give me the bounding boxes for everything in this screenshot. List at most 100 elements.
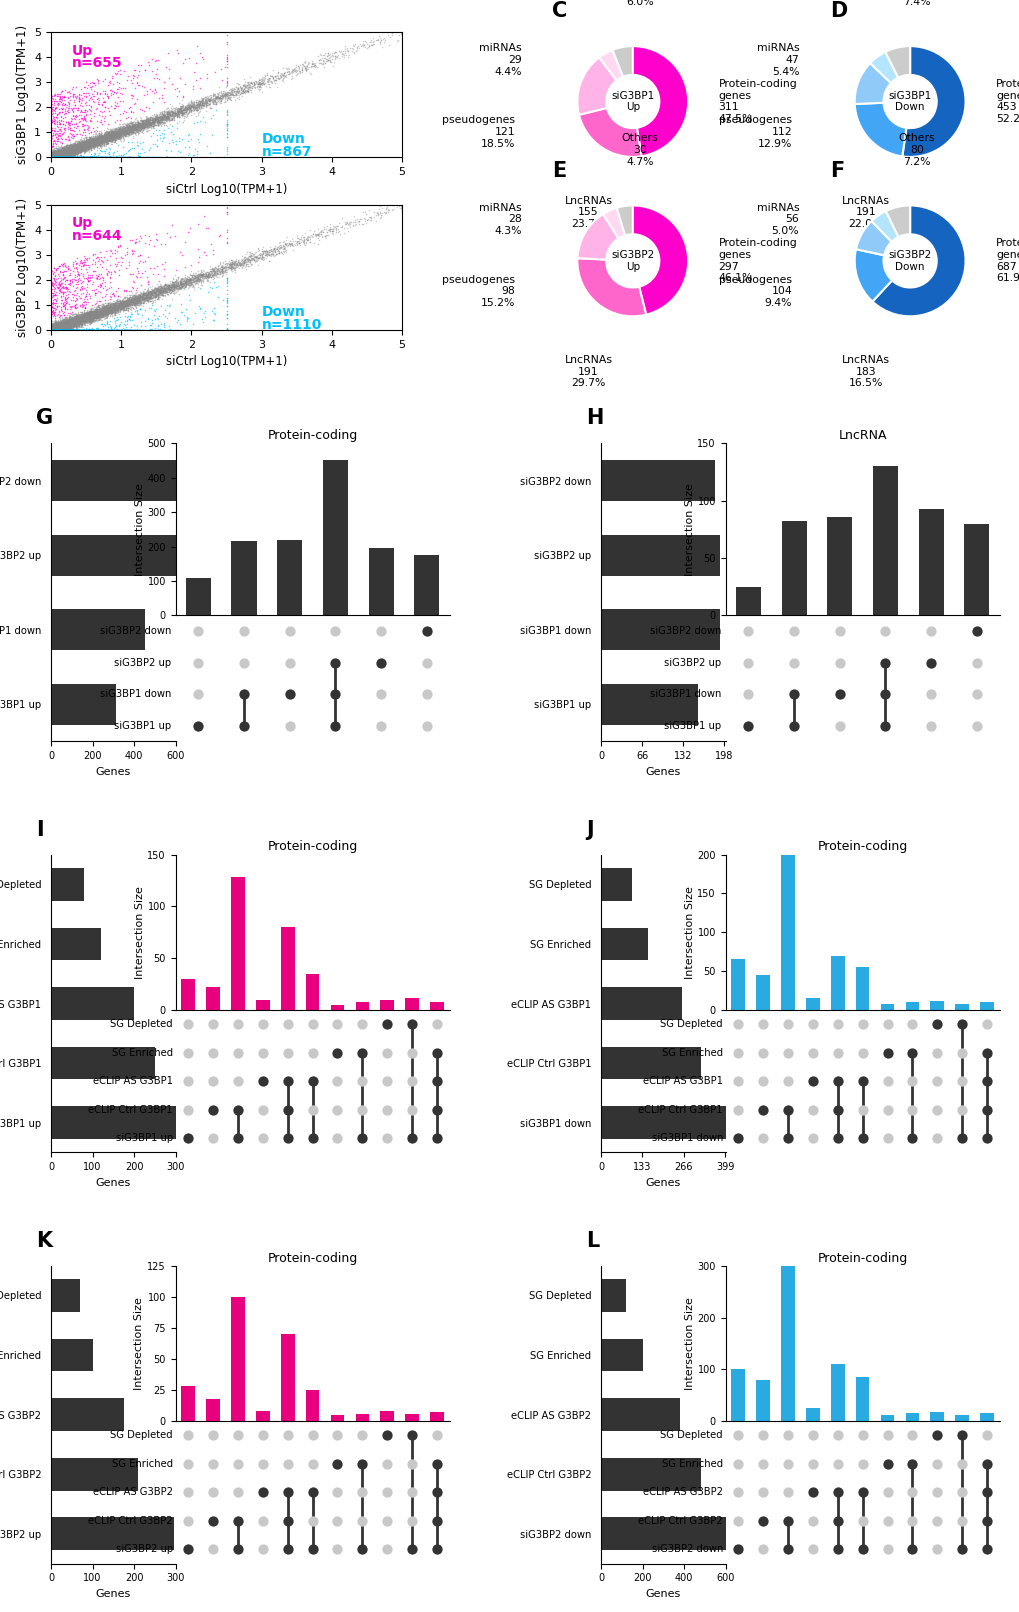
- Point: [404, 1451, 420, 1477]
- Point: [124, 116, 141, 142]
- Point: [191, 263, 207, 289]
- Point: [65, 140, 82, 166]
- Point: [228, 76, 245, 102]
- Point: [69, 132, 86, 158]
- Point: [79, 303, 96, 329]
- Point: [65, 81, 82, 106]
- Point: [110, 293, 126, 319]
- Point: [180, 272, 197, 298]
- Point: [47, 318, 63, 343]
- Point: [75, 303, 92, 329]
- Point: [153, 276, 169, 301]
- Point: [96, 300, 112, 326]
- Point: [58, 308, 74, 334]
- Point: [65, 308, 82, 334]
- Point: [56, 318, 72, 343]
- Point: [165, 276, 181, 301]
- Point: [128, 255, 145, 280]
- Point: [78, 132, 95, 158]
- Point: [77, 126, 94, 152]
- Point: [136, 106, 152, 132]
- Point: [150, 106, 166, 132]
- Point: [120, 295, 137, 321]
- Point: [44, 318, 60, 343]
- Point: [201, 258, 217, 284]
- Point: [86, 103, 102, 129]
- Point: [77, 129, 94, 155]
- Point: [52, 311, 68, 337]
- Point: [139, 111, 155, 137]
- Point: [55, 314, 71, 340]
- Point: [70, 305, 87, 330]
- Point: [125, 287, 142, 313]
- Point: [210, 272, 226, 298]
- Point: [66, 137, 83, 163]
- Point: [204, 89, 220, 114]
- Point: [104, 295, 120, 321]
- Point: [78, 301, 95, 327]
- Point: [358, 29, 374, 55]
- Point: [43, 143, 59, 169]
- Point: [53, 313, 69, 339]
- Point: [54, 318, 70, 343]
- Point: [52, 140, 68, 166]
- Point: [66, 134, 83, 160]
- Point: [47, 318, 63, 343]
- Point: [50, 271, 66, 297]
- Point: [60, 314, 76, 340]
- Point: [153, 106, 169, 132]
- Point: [61, 318, 77, 343]
- Point: [55, 311, 71, 337]
- Point: [197, 298, 213, 324]
- Point: [72, 310, 89, 335]
- Point: [63, 310, 79, 335]
- Point: [251, 69, 267, 95]
- Point: [223, 76, 239, 102]
- Point: [63, 142, 79, 168]
- Point: [78, 300, 95, 326]
- Point: [43, 143, 59, 169]
- Point: [92, 132, 108, 158]
- Point: [71, 145, 88, 171]
- Point: [49, 140, 65, 166]
- Point: [109, 119, 125, 145]
- Point: [47, 143, 63, 169]
- Point: [218, 87, 234, 113]
- Point: [172, 100, 189, 126]
- Point: [256, 243, 272, 269]
- Point: [49, 143, 65, 169]
- Point: [57, 274, 73, 300]
- Point: [68, 137, 85, 163]
- Point: [50, 314, 66, 340]
- Point: [50, 143, 66, 169]
- Point: [86, 132, 102, 158]
- Point: [121, 113, 138, 139]
- Point: [54, 139, 70, 164]
- Point: [149, 105, 165, 131]
- Point: [179, 318, 196, 343]
- Point: [62, 142, 78, 168]
- Point: [54, 139, 70, 164]
- Point: [71, 308, 88, 334]
- Point: [50, 314, 66, 340]
- Point: [48, 311, 64, 337]
- Point: [141, 111, 157, 137]
- Point: [138, 280, 154, 306]
- Point: [44, 313, 60, 339]
- Point: [44, 126, 60, 152]
- Point: [65, 318, 82, 343]
- Point: [319, 42, 335, 68]
- Point: [110, 311, 126, 337]
- Point: [299, 52, 315, 77]
- Point: [63, 143, 79, 169]
- Point: [90, 301, 106, 327]
- Bar: [855, 967, 868, 1011]
- Point: [99, 318, 115, 343]
- Point: [115, 116, 131, 142]
- Point: [152, 100, 168, 126]
- Point: [46, 145, 62, 171]
- Point: [62, 310, 78, 335]
- Point: [166, 103, 182, 129]
- Point: [66, 282, 83, 308]
- Point: [123, 145, 140, 171]
